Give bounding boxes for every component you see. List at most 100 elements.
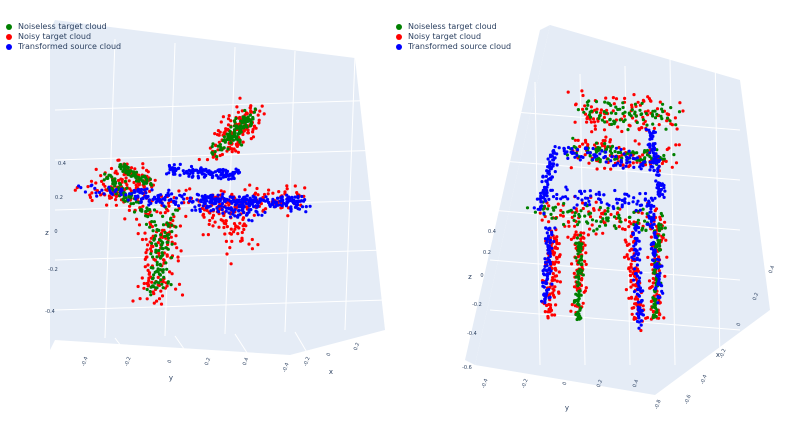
data-point xyxy=(554,268,558,272)
data-point xyxy=(565,153,569,157)
data-point xyxy=(205,158,210,162)
data-point xyxy=(300,205,305,209)
data-point xyxy=(308,204,312,208)
data-point xyxy=(94,167,98,171)
data-point xyxy=(105,203,109,207)
airplane-scatter-3d[interactable]: 0.4 0.2 0 -0.2 -0.4 z -0.4 -0.2 0 0.2 0.4 y 0.2 0 -0.2… xyxy=(0,0,400,443)
chair-scatter-3d[interactable]: 0.4 0.2 0 -0.2 -0.4 -0.6 z -0.4 -0.2 0 0.2 0.4 y 0.4 0… xyxy=(400,0,800,443)
legend-item-transformed[interactable]: Transformed source cloud xyxy=(396,42,511,52)
data-point xyxy=(546,170,550,174)
z-axis-title: z xyxy=(45,229,49,237)
floor-pane xyxy=(55,320,385,355)
data-point xyxy=(663,189,667,193)
data-point xyxy=(653,116,658,120)
data-point xyxy=(247,202,252,206)
legend-right[interactable]: Noiseless target cloud Noisy target clou… xyxy=(396,22,511,52)
data-point xyxy=(646,143,650,147)
data-point xyxy=(156,241,160,245)
x-tick-label: -0.4 xyxy=(282,362,291,373)
data-point xyxy=(602,128,607,132)
data-point xyxy=(575,147,580,152)
data-point xyxy=(210,145,214,149)
data-point xyxy=(552,288,556,292)
data-point xyxy=(550,216,554,220)
data-point xyxy=(161,197,166,201)
data-point xyxy=(641,118,645,122)
data-point xyxy=(195,192,199,196)
legend-item-transformed[interactable]: Transformed source cloud xyxy=(6,42,121,52)
data-point xyxy=(148,189,152,193)
data-point xyxy=(150,241,154,245)
legend-item-noisy[interactable]: Noisy target cloud xyxy=(396,32,511,42)
data-point xyxy=(169,216,173,220)
data-point xyxy=(296,194,300,198)
data-point xyxy=(547,197,551,201)
data-point xyxy=(590,223,594,227)
data-point xyxy=(174,208,178,212)
data-point xyxy=(128,187,132,191)
data-point xyxy=(651,258,655,262)
data-point xyxy=(581,155,585,159)
data-point xyxy=(550,266,554,271)
data-point xyxy=(256,243,260,247)
data-point xyxy=(220,195,224,199)
data-point xyxy=(126,198,130,202)
data-point xyxy=(598,114,602,118)
z-tick-label: 0.4 xyxy=(58,161,66,167)
data-point xyxy=(211,213,216,217)
data-point xyxy=(233,120,237,124)
data-point xyxy=(617,197,621,202)
data-point xyxy=(595,227,599,231)
data-point xyxy=(161,247,165,251)
data-point xyxy=(578,289,582,293)
data-point xyxy=(576,138,580,142)
data-point xyxy=(545,237,549,241)
data-point xyxy=(196,171,200,175)
data-point xyxy=(255,186,259,191)
data-point xyxy=(641,115,645,119)
data-point xyxy=(129,166,134,170)
grid-line xyxy=(714,49,721,366)
data-point xyxy=(578,250,582,254)
legend-left[interactable]: Noiseless target cloud Noisy target clou… xyxy=(6,22,121,52)
data-point xyxy=(622,147,626,151)
right-chart-panel[interactable]: 0.4 0.2 0 -0.2 -0.4 -0.6 z -0.4 -0.2 0 0.2 0.4 y 0.4 0… xyxy=(396,0,800,443)
x-tick-label: -0.4 xyxy=(700,374,709,385)
data-point xyxy=(551,149,555,153)
data-point xyxy=(550,278,554,283)
data-point xyxy=(127,179,131,183)
data-point xyxy=(655,264,660,268)
data-point xyxy=(145,179,149,183)
left-chart-panel[interactable]: 0.4 0.2 0 -0.2 -0.4 z -0.4 -0.2 0 0.2 0.4 y 0.2 0 -0.2… xyxy=(0,0,400,443)
data-point xyxy=(121,197,125,201)
data-point xyxy=(231,198,235,202)
legend-item-noiseless[interactable]: Noiseless target cloud xyxy=(6,22,121,32)
data-point xyxy=(111,180,115,184)
legend-item-noiseless[interactable]: Noiseless target cloud xyxy=(396,22,511,32)
data-point xyxy=(533,210,537,214)
data-point xyxy=(573,233,577,237)
data-point xyxy=(207,222,211,226)
data-point xyxy=(605,218,609,222)
data-point xyxy=(211,142,215,146)
data-point xyxy=(584,251,588,255)
data-point xyxy=(641,313,645,317)
legend-item-noisy[interactable]: Noisy target cloud xyxy=(6,32,121,42)
data-point xyxy=(157,248,161,253)
data-point xyxy=(541,188,545,192)
data-point xyxy=(543,193,547,197)
data-point xyxy=(649,299,653,304)
grid-line xyxy=(174,335,217,396)
data-point xyxy=(652,268,656,272)
data-point xyxy=(640,211,644,215)
data-point xyxy=(224,127,228,131)
data-point xyxy=(573,211,577,215)
data-point xyxy=(146,194,150,199)
data-point xyxy=(628,273,633,278)
data-point xyxy=(542,272,546,276)
data-point xyxy=(643,149,647,153)
data-point xyxy=(300,194,304,199)
data-point xyxy=(648,224,652,228)
data-point xyxy=(304,210,308,214)
data-point xyxy=(281,198,285,202)
